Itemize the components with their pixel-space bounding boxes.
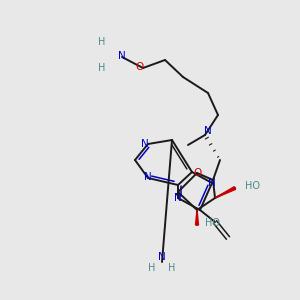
Text: H: H xyxy=(98,37,106,47)
Text: N: N xyxy=(204,126,212,136)
Text: N: N xyxy=(144,172,152,182)
Text: H: H xyxy=(148,263,156,273)
Text: N: N xyxy=(208,178,216,188)
Text: H: H xyxy=(168,263,176,273)
Text: N: N xyxy=(141,139,149,149)
Polygon shape xyxy=(196,210,199,225)
Text: N: N xyxy=(158,252,166,262)
Text: HO: HO xyxy=(205,218,220,228)
Text: O: O xyxy=(193,168,201,178)
Text: HO: HO xyxy=(245,181,260,191)
Text: N: N xyxy=(118,51,126,61)
Text: H: H xyxy=(98,63,106,73)
Text: N: N xyxy=(174,193,182,203)
Text: O: O xyxy=(135,62,143,72)
Polygon shape xyxy=(215,187,236,198)
